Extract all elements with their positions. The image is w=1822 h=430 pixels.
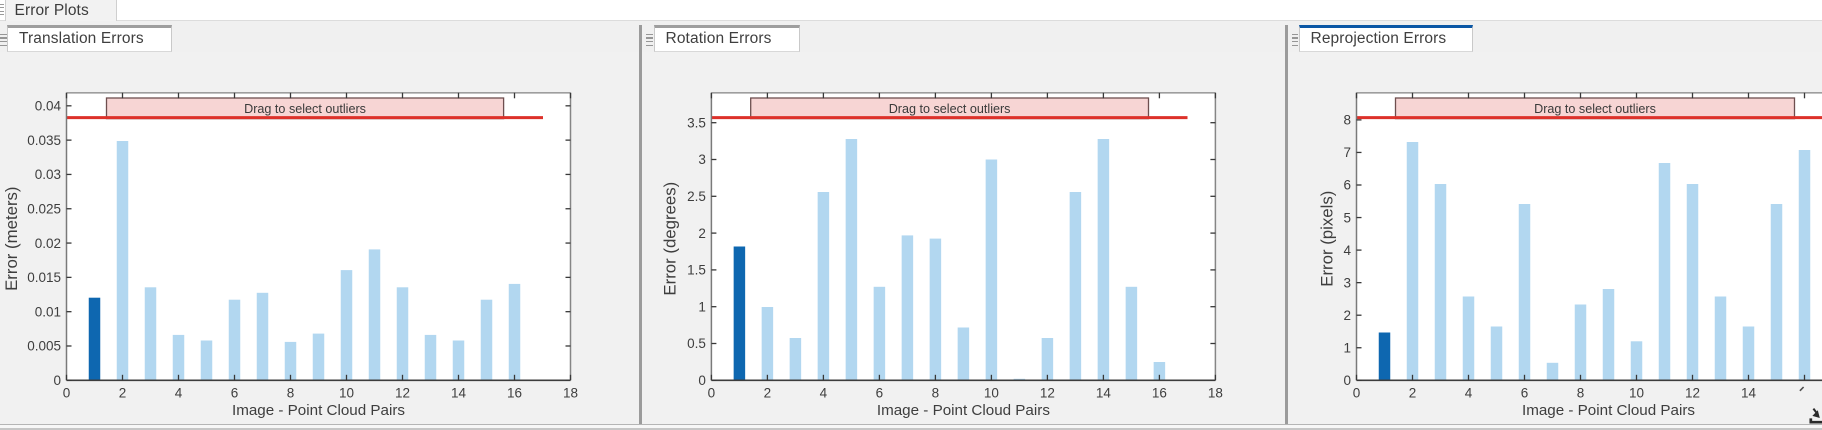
svg-text:Drag to select outliers: Drag to select outliers bbox=[1534, 102, 1656, 116]
svg-text:0.025: 0.025 bbox=[27, 201, 61, 216]
svg-text:2: 2 bbox=[1343, 308, 1351, 323]
svg-text:2: 2 bbox=[1409, 386, 1417, 401]
svg-text:0: 0 bbox=[698, 373, 706, 388]
svg-text:2: 2 bbox=[119, 386, 127, 401]
svg-text:10: 10 bbox=[984, 386, 999, 401]
svg-text:16: 16 bbox=[1152, 386, 1167, 401]
svg-text:2: 2 bbox=[764, 386, 772, 401]
svg-text:3: 3 bbox=[698, 152, 706, 167]
svg-text:0.015: 0.015 bbox=[27, 270, 61, 285]
svg-text:18: 18 bbox=[563, 386, 578, 401]
svg-text:0.04: 0.04 bbox=[35, 99, 62, 114]
svg-text:1: 1 bbox=[1343, 340, 1351, 355]
svg-text:12: 12 bbox=[1685, 386, 1700, 401]
svg-text:Drag to select outliers: Drag to select outliers bbox=[889, 102, 1011, 116]
svg-text:4: 4 bbox=[1343, 243, 1351, 258]
svg-text:0: 0 bbox=[63, 386, 71, 401]
svg-text:0.035: 0.035 bbox=[27, 133, 61, 148]
svg-text:16: 16 bbox=[507, 386, 522, 401]
svg-text:4: 4 bbox=[1465, 386, 1473, 401]
svg-text:Error (pixels): Error (pixels) bbox=[1318, 191, 1337, 287]
svg-text:10: 10 bbox=[1629, 386, 1644, 401]
svg-text:6: 6 bbox=[1343, 178, 1351, 193]
svg-text:7: 7 bbox=[1343, 145, 1351, 160]
svg-text:8: 8 bbox=[287, 386, 295, 401]
svg-text:6: 6 bbox=[1521, 386, 1529, 401]
svg-text:1.5: 1.5 bbox=[687, 263, 706, 278]
svg-text:Drag to select outliers: Drag to select outliers bbox=[244, 102, 366, 116]
svg-text:14: 14 bbox=[451, 386, 467, 401]
svg-text:6: 6 bbox=[876, 386, 884, 401]
svg-text:12: 12 bbox=[1040, 386, 1055, 401]
svg-text:0.02: 0.02 bbox=[35, 236, 61, 251]
svg-text:0: 0 bbox=[1353, 386, 1361, 401]
svg-text:8: 8 bbox=[1577, 386, 1585, 401]
svg-text:6: 6 bbox=[231, 386, 239, 401]
svg-text:Image - Point Cloud Pairs: Image - Point Cloud Pairs bbox=[1522, 402, 1695, 419]
svg-text:5: 5 bbox=[1343, 210, 1351, 225]
svg-text:12: 12 bbox=[395, 386, 410, 401]
svg-text:18: 18 bbox=[1208, 386, 1223, 401]
svg-text:14: 14 bbox=[1096, 386, 1112, 401]
svg-text:2: 2 bbox=[698, 226, 706, 241]
svg-text:8: 8 bbox=[1343, 113, 1351, 128]
svg-text:10: 10 bbox=[339, 386, 354, 401]
svg-text:3.5: 3.5 bbox=[687, 115, 706, 130]
svg-text:0.01: 0.01 bbox=[35, 304, 61, 319]
svg-text:Image - Point Cloud Pairs: Image - Point Cloud Pairs bbox=[232, 402, 405, 419]
svg-text:Error (degrees): Error (degrees) bbox=[661, 182, 680, 296]
svg-text:4: 4 bbox=[820, 386, 828, 401]
svg-text:1: 1 bbox=[698, 299, 706, 314]
svg-text:8: 8 bbox=[932, 386, 940, 401]
svg-text:0.5: 0.5 bbox=[687, 336, 706, 351]
svg-text:2.5: 2.5 bbox=[687, 189, 706, 204]
svg-text:0: 0 bbox=[53, 373, 61, 388]
svg-text:Error (meters): Error (meters) bbox=[2, 186, 21, 290]
svg-text:0: 0 bbox=[1343, 373, 1351, 388]
svg-text:Image - Point Cloud Pairs: Image - Point Cloud Pairs bbox=[877, 402, 1050, 419]
svg-text:0.005: 0.005 bbox=[27, 339, 61, 354]
svg-text:0: 0 bbox=[708, 386, 716, 401]
svg-text:3: 3 bbox=[1343, 275, 1351, 290]
svg-text:4: 4 bbox=[175, 386, 183, 401]
svg-text:14: 14 bbox=[1741, 386, 1757, 401]
svg-text:0.03: 0.03 bbox=[35, 167, 61, 182]
